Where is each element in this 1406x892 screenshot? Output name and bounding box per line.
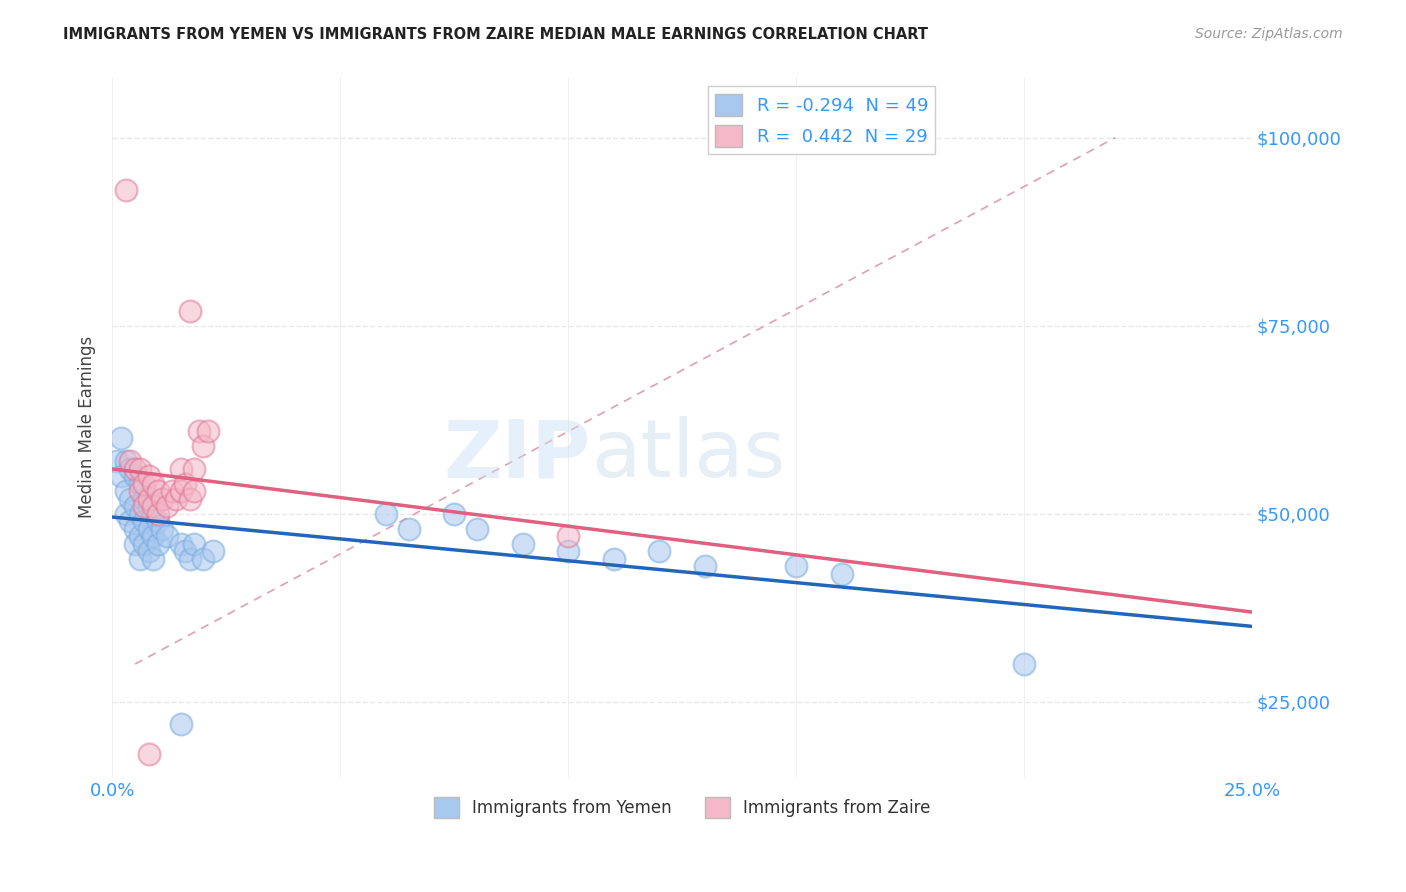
Legend: Immigrants from Yemen, Immigrants from Zaire: Immigrants from Yemen, Immigrants from Z… bbox=[427, 791, 938, 824]
Point bbox=[183, 537, 205, 551]
Point bbox=[138, 499, 160, 513]
Point bbox=[124, 499, 146, 513]
Point bbox=[785, 559, 807, 574]
Y-axis label: Median Male Earnings: Median Male Earnings bbox=[79, 336, 96, 518]
Point bbox=[128, 529, 150, 543]
Point bbox=[120, 454, 142, 468]
Point bbox=[128, 461, 150, 475]
Point bbox=[134, 491, 156, 506]
Point bbox=[169, 717, 191, 731]
Point bbox=[183, 461, 205, 475]
Point bbox=[174, 476, 197, 491]
Point bbox=[197, 424, 219, 438]
Point bbox=[115, 183, 138, 197]
Point bbox=[115, 454, 138, 468]
Point bbox=[193, 439, 215, 453]
Point bbox=[465, 522, 488, 536]
Point bbox=[142, 476, 165, 491]
Text: Source: ZipAtlas.com: Source: ZipAtlas.com bbox=[1195, 27, 1343, 41]
Text: atlas: atlas bbox=[591, 417, 786, 494]
Point bbox=[193, 551, 215, 566]
Point bbox=[398, 522, 420, 536]
Point bbox=[179, 491, 201, 506]
Point bbox=[105, 454, 128, 468]
Text: ZIP: ZIP bbox=[444, 417, 591, 494]
Point bbox=[1012, 657, 1035, 671]
Point bbox=[142, 529, 165, 543]
Point bbox=[831, 566, 853, 581]
Point bbox=[165, 491, 187, 506]
Point bbox=[603, 551, 626, 566]
Point bbox=[110, 469, 132, 483]
Point bbox=[134, 514, 156, 528]
Point bbox=[138, 522, 160, 536]
Point bbox=[138, 469, 160, 483]
Point bbox=[187, 424, 209, 438]
Point bbox=[169, 484, 191, 499]
Point bbox=[146, 484, 169, 499]
Point bbox=[146, 514, 169, 528]
Point bbox=[557, 529, 579, 543]
Point bbox=[124, 461, 146, 475]
Point bbox=[138, 544, 160, 558]
Point bbox=[374, 507, 396, 521]
Point bbox=[128, 484, 150, 499]
Point bbox=[156, 499, 179, 513]
Point bbox=[146, 507, 169, 521]
Text: IMMIGRANTS FROM YEMEN VS IMMIGRANTS FROM ZAIRE MEDIAN MALE EARNINGS CORRELATION : IMMIGRANTS FROM YEMEN VS IMMIGRANTS FROM… bbox=[63, 27, 928, 42]
Point bbox=[174, 544, 197, 558]
Point bbox=[134, 537, 156, 551]
Point bbox=[160, 484, 183, 499]
Point bbox=[169, 537, 191, 551]
Point bbox=[183, 484, 205, 499]
Point bbox=[142, 551, 165, 566]
Point bbox=[152, 522, 174, 536]
Point bbox=[120, 461, 142, 475]
Point bbox=[142, 507, 165, 521]
Point bbox=[128, 476, 150, 491]
Point bbox=[120, 491, 142, 506]
Point bbox=[693, 559, 716, 574]
Point bbox=[152, 491, 174, 506]
Point bbox=[134, 476, 156, 491]
Point bbox=[512, 537, 534, 551]
Point bbox=[124, 469, 146, 483]
Point bbox=[169, 461, 191, 475]
Point bbox=[179, 551, 201, 566]
Point bbox=[557, 544, 579, 558]
Point bbox=[201, 544, 224, 558]
Point bbox=[156, 529, 179, 543]
Point bbox=[124, 522, 146, 536]
Point bbox=[128, 507, 150, 521]
Point bbox=[124, 537, 146, 551]
Point bbox=[115, 484, 138, 499]
Point bbox=[179, 303, 201, 318]
Point bbox=[115, 507, 138, 521]
Point bbox=[146, 537, 169, 551]
Point bbox=[443, 507, 465, 521]
Point bbox=[142, 499, 165, 513]
Point bbox=[648, 544, 671, 558]
Point bbox=[128, 551, 150, 566]
Point bbox=[110, 432, 132, 446]
Point bbox=[138, 491, 160, 506]
Point bbox=[134, 499, 156, 513]
Point bbox=[120, 514, 142, 528]
Point bbox=[138, 747, 160, 762]
